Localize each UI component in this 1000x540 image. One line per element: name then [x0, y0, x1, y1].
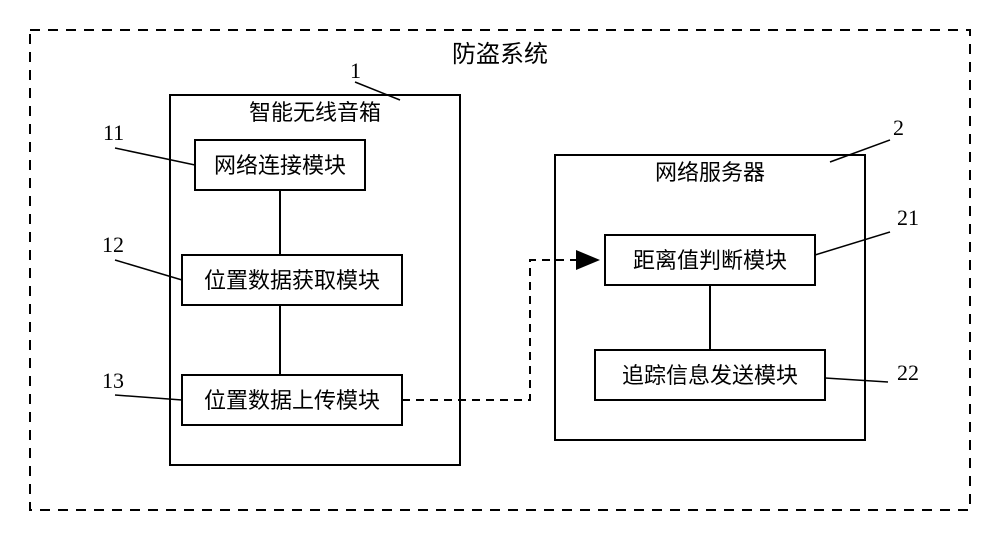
- callout-number-speaker: 1: [350, 58, 361, 83]
- callout-number-n21: 21: [897, 205, 919, 230]
- node-label-n22: 追踪信息发送模块: [622, 363, 798, 388]
- callout-line-speaker: [355, 82, 400, 100]
- callout-line-server: [830, 140, 890, 162]
- group-title-server: 网络服务器: [655, 160, 765, 185]
- callout-line-n11: [115, 148, 195, 165]
- callout-number-n12: 12: [102, 232, 124, 257]
- callout-line-n12: [115, 260, 182, 280]
- callout-number-n13: 13: [102, 368, 124, 393]
- callout-number-n22: 22: [897, 360, 919, 385]
- group-title-speaker: 智能无线音箱: [249, 100, 381, 125]
- node-label-n11: 网络连接模块: [214, 153, 346, 178]
- callout-line-n21: [815, 232, 890, 255]
- node-label-n13: 位置数据上传模块: [204, 388, 380, 413]
- system-title: 防盗系统: [452, 41, 548, 68]
- callout-number-server: 2: [893, 115, 904, 140]
- callout-line-n13: [115, 395, 182, 400]
- node-label-n21: 距离值判断模块: [633, 248, 787, 273]
- node-label-n12: 位置数据获取模块: [204, 268, 380, 293]
- edge-n13-n21: [402, 260, 598, 400]
- callout-number-n11: 11: [103, 120, 124, 145]
- callout-line-n22: [825, 378, 888, 382]
